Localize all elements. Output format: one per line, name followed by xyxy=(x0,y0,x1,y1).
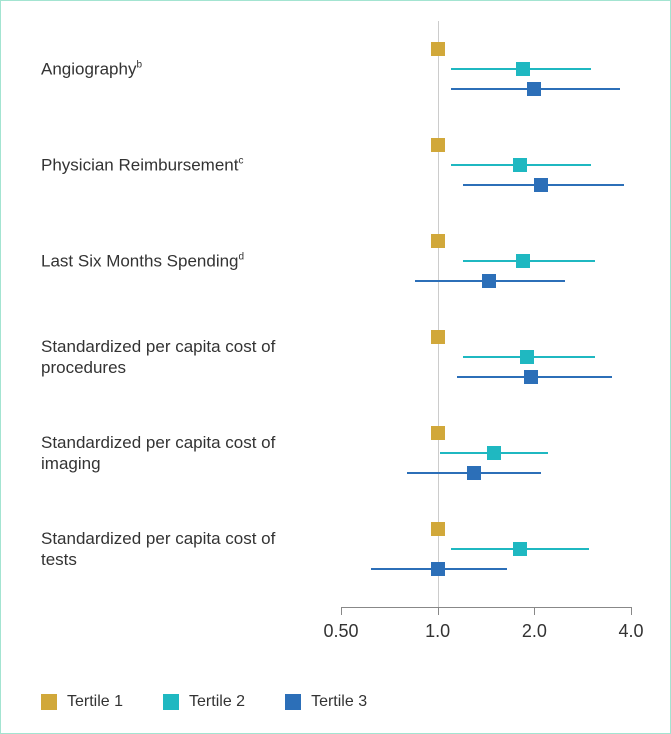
row-label: Standardized per capita cost of tests xyxy=(41,528,301,571)
row-label: Standardized per capita cost of imaging xyxy=(41,432,301,475)
point-marker xyxy=(534,178,548,192)
x-tick xyxy=(631,607,632,615)
forest-plot: Angiographyb Physician Reimbursementc Last… xyxy=(41,21,631,641)
legend-item-tertile-1: Tertile 1 xyxy=(41,693,123,711)
point-marker xyxy=(516,254,530,268)
point-marker xyxy=(520,350,534,364)
point-marker xyxy=(431,562,445,576)
legend-swatch xyxy=(285,694,301,710)
chart-frame: Angiographyb Physician Reimbursementc Last… xyxy=(0,0,671,734)
x-tick-label: 4.0 xyxy=(618,621,643,642)
forest-row: Standardized per capita cost of procedur… xyxy=(41,309,631,405)
forest-row: Standardized per capita cost of tests xyxy=(41,501,631,597)
legend-item-tertile-2: Tertile 2 xyxy=(163,693,245,711)
point-marker xyxy=(431,522,445,536)
x-tick-label: 1.0 xyxy=(425,621,450,642)
row-label: Last Six Months Spendingd xyxy=(41,250,301,271)
point-marker xyxy=(513,158,527,172)
forest-row: Angiographyb xyxy=(41,21,631,117)
forest-row: Physician Reimbursementc xyxy=(41,117,631,213)
point-marker xyxy=(467,466,481,480)
x-tick-label: 2.0 xyxy=(522,621,547,642)
legend-swatch xyxy=(163,694,179,710)
legend-item-tertile-3: Tertile 3 xyxy=(285,693,367,711)
forest-row: Standardized per capita cost of imaging xyxy=(41,405,631,501)
legend-label: Tertile 2 xyxy=(189,693,245,711)
forest-row: Last Six Months Spendingd xyxy=(41,213,631,309)
legend: Tertile 1 Tertile 2 Tertile 3 xyxy=(41,693,367,711)
point-marker xyxy=(431,330,445,344)
row-label: Standardized per capita cost of procedur… xyxy=(41,336,301,379)
legend-label: Tertile 1 xyxy=(67,693,123,711)
point-marker xyxy=(516,62,530,76)
row-label: Physician Reimbursementc xyxy=(41,154,301,175)
row-label: Angiographyb xyxy=(41,58,301,79)
x-axis xyxy=(341,607,631,608)
point-marker xyxy=(431,138,445,152)
point-marker xyxy=(487,446,501,460)
x-tick xyxy=(438,607,439,615)
point-marker xyxy=(524,370,538,384)
point-marker xyxy=(431,42,445,56)
point-marker xyxy=(431,234,445,248)
point-marker xyxy=(482,274,496,288)
x-tick-label: 0.50 xyxy=(323,621,358,642)
point-marker xyxy=(431,426,445,440)
point-marker xyxy=(527,82,541,96)
legend-label: Tertile 3 xyxy=(311,693,367,711)
chart-area: Angiographyb Physician Reimbursementc Last… xyxy=(41,21,631,641)
point-marker xyxy=(513,542,527,556)
x-tick xyxy=(341,607,342,615)
legend-swatch xyxy=(41,694,57,710)
x-tick xyxy=(534,607,535,615)
